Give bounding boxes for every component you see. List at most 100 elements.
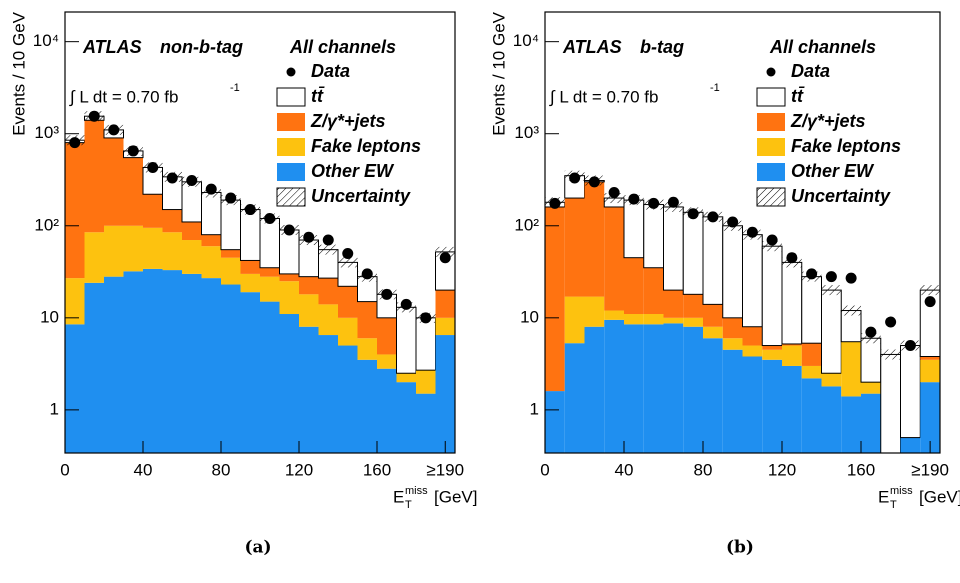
lumi-exponent: -1: [710, 82, 720, 94]
data-point: [322, 234, 334, 246]
histogram-bar: [396, 373, 416, 383]
histogram-bar: [84, 232, 104, 283]
histogram-bar: [801, 365, 822, 379]
histogram-bar: [279, 314, 299, 453]
legend-swatch: [757, 163, 785, 181]
x-tick-label: 80: [694, 460, 713, 479]
histogram-bar: [584, 181, 605, 297]
data-point: [845, 272, 857, 284]
data-point: [381, 288, 393, 300]
histogram-bar: [201, 246, 221, 279]
histogram-bar: [435, 317, 455, 336]
y-tick-label: 10²: [514, 215, 539, 234]
histogram-bar: [377, 354, 397, 369]
histogram-bar: [123, 157, 143, 226]
data-point: [924, 296, 936, 308]
histogram-bar: [240, 292, 260, 453]
histogram-bar: [841, 396, 861, 453]
histogram-bar: [703, 326, 723, 339]
histogram-bar: [604, 319, 624, 453]
legend-swatch: [756, 87, 786, 107]
histogram-bar: [162, 209, 182, 233]
data-point: [569, 172, 581, 184]
histogram-bar: [416, 370, 436, 394]
y-tick-label: 10³: [514, 123, 539, 142]
legend-swatch: [277, 138, 305, 156]
histogram-bar: [435, 335, 455, 453]
histogram-bar: [663, 317, 684, 324]
histogram-bar: [683, 317, 703, 327]
histogram-bar: [435, 290, 455, 318]
x-tick-label: 40: [615, 460, 634, 479]
histogram-bar: [338, 286, 358, 318]
histogram-bar: [143, 227, 163, 269]
data-point: [727, 216, 739, 228]
x-axis-label-unit: [GeV]: [919, 487, 960, 506]
histogram-bar: [220, 199, 241, 251]
histogram-bar: [781, 261, 803, 345]
legend-label: Fake leptons: [311, 136, 421, 156]
histogram-bar: [742, 345, 763, 357]
y-tick-label: 10³: [34, 123, 59, 142]
histogram-bar: [221, 257, 241, 285]
histogram-bar: [722, 225, 743, 319]
data-point: [806, 268, 818, 280]
histogram-bar: [920, 359, 940, 383]
histogram-bar: [318, 278, 338, 305]
data-point: [361, 268, 373, 280]
histogram-bar: [279, 281, 299, 315]
legend-swatch: [277, 113, 305, 131]
legend-swatch: [756, 187, 786, 207]
histogram-bar: [201, 234, 221, 247]
histogram-bar: [663, 206, 684, 291]
legend-marker: [286, 67, 296, 77]
histogram-bar: [298, 239, 319, 278]
histogram-bar: [65, 324, 85, 453]
histogram-bar: [821, 386, 842, 453]
data-point: [225, 192, 237, 204]
panel: 1 10 10² 10³ 10⁴ 0 40 80 120 160 ≥190 Events / 10 G…: [9, 11, 477, 511]
data-point: [205, 183, 217, 195]
histogram-bar: [861, 393, 881, 453]
data-point: [439, 252, 451, 264]
histogram-bar: [564, 198, 585, 297]
data-point: [746, 226, 758, 238]
lumi-label: ∫ L dt = 0.70 fb: [549, 87, 658, 106]
histogram-bar: [545, 391, 565, 453]
data-point: [707, 211, 719, 223]
histogram-bar: [702, 216, 724, 305]
uncertainty-band: [841, 305, 861, 316]
histogram-bar: [201, 191, 222, 236]
histogram-bar: [104, 276, 124, 453]
y-tick-label: 1: [50, 399, 59, 418]
y-tick-label: 10²: [34, 215, 59, 234]
histogram-bar: [564, 296, 585, 344]
legend-label: Z/γ*+jets: [790, 111, 866, 131]
histogram-bar: [338, 345, 358, 453]
histogram-bar: [643, 267, 664, 315]
histogram-bar: [604, 206, 624, 311]
histogram-bar: [104, 137, 124, 226]
legend-label: Uncertainty: [311, 186, 411, 206]
histogram-bar: [761, 245, 783, 347]
histogram-bar: [279, 273, 299, 282]
histogram-bar: [564, 343, 585, 453]
panel: 1 10 10² 10³ 10⁴ 0 40 80 120 160 ≥190 Events / 10 G…: [489, 11, 960, 511]
uncertainty-band: [880, 349, 901, 360]
histogram-bar: [584, 296, 605, 327]
histogram-bar: [584, 326, 605, 453]
x-tick-label: ≥190: [426, 460, 464, 479]
data-point: [88, 110, 100, 122]
caption: (b): [726, 538, 754, 558]
histogram-bar: [240, 209, 261, 261]
legend-label: Other EW: [791, 161, 875, 181]
legend-swatch: [757, 113, 785, 131]
histogram-bar: [920, 382, 940, 453]
histogram-bar: [920, 356, 940, 360]
histogram-bar: [143, 268, 163, 453]
histogram-bar: [742, 234, 763, 328]
data-point: [69, 137, 81, 149]
histogram-bar: [123, 225, 143, 272]
histogram-bar: [299, 294, 319, 327]
